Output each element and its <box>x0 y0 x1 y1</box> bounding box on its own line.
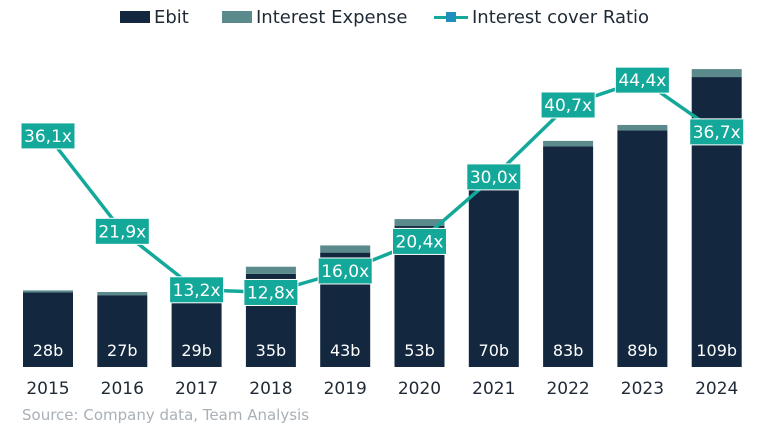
ratio-label-2020-group: 20,4x <box>393 228 447 254</box>
ratio-label-2022: 40,7x <box>544 96 592 116</box>
bar-ebit-2021 <box>469 181 519 367</box>
ratio-label-2019: 16,0x <box>321 262 369 282</box>
bar-value-label-2015: 28b <box>33 341 64 360</box>
bar-value-label-2017: 29b <box>181 341 212 360</box>
ratio-label-2015-group: 36,1x <box>21 123 75 149</box>
ratio-label-2019-group: 16,0x <box>318 258 372 284</box>
bar-value-label-2019: 43b <box>330 341 361 360</box>
bar-value-label-2022: 83b <box>553 341 584 360</box>
bar-interest-expense-2023 <box>617 125 667 130</box>
bar-interest-expense-2018 <box>246 267 296 274</box>
ratio-label-2020: 20,4x <box>396 232 444 252</box>
ratio-label-2016: 21,9x <box>98 222 146 242</box>
ratio-label-2021: 30,0x <box>470 168 518 188</box>
x-tick-2021: 2021 <box>472 379 515 399</box>
ratio-label-2017-group: 13,2x <box>170 277 224 303</box>
bar-interest-expense-2015 <box>23 290 73 292</box>
x-tick-2018: 2018 <box>249 379 292 399</box>
ratio-label-2018-group: 12,8x <box>244 279 298 305</box>
bar-interest-expense-2019 <box>320 245 370 252</box>
x-tick-2019: 2019 <box>324 379 367 399</box>
x-tick-2024: 2024 <box>695 379 738 399</box>
bar-value-label-2023: 89b <box>627 341 658 360</box>
ratio-line <box>48 80 717 292</box>
x-tick-2022: 2022 <box>546 379 589 399</box>
bar-interest-expense-2024 <box>692 69 742 77</box>
x-tick-2015: 2015 <box>26 379 69 399</box>
bar-value-label-2021: 70b <box>479 341 510 360</box>
bar-interest-expense-2016 <box>97 292 147 295</box>
ratio-label-2015: 36,1x <box>24 127 72 147</box>
bar-value-label-2016: 27b <box>107 341 138 360</box>
ratio-label-2018: 12,8x <box>247 283 295 303</box>
ratio-label-2016-group: 21,9x <box>95 218 149 244</box>
ratio-label-2022-group: 40,7x <box>541 92 595 118</box>
bar-interest-expense-2022 <box>543 141 593 146</box>
chart: 28b 27b 29b 35b 43b 53b 70b 83b 89b 109b 36,1x 21,9… <box>0 0 760 436</box>
ratio-label-2023: 44,4x <box>618 71 666 91</box>
x-tick-2016: 2016 <box>101 379 144 399</box>
bar-ebit-2023 <box>617 130 667 367</box>
bar-value-label-2018: 35b <box>256 341 287 360</box>
ratio-label-2017: 13,2x <box>173 281 221 301</box>
x-tick-2017: 2017 <box>175 379 218 399</box>
bar-value-label-2020: 53b <box>404 341 435 360</box>
x-tick-2023: 2023 <box>621 379 664 399</box>
bar-ebit-2022 <box>543 146 593 367</box>
source-note: Source: Company data, Team Analysis <box>22 406 309 424</box>
ratio-label-2021-group: 30,0x <box>467 164 521 190</box>
ratio-label-2023-group: 44,4x <box>615 67 669 93</box>
ratio-label-2024-group: 36,7x <box>690 119 744 145</box>
ratio-label-2024: 36,7x <box>693 123 741 143</box>
x-axis: 2015 2016 2017 2018 2019 2020 2021 2022 2023 2024 <box>26 379 738 399</box>
x-tick-2020: 2020 <box>398 379 441 399</box>
bar-value-label-2024: 109b <box>696 341 737 360</box>
